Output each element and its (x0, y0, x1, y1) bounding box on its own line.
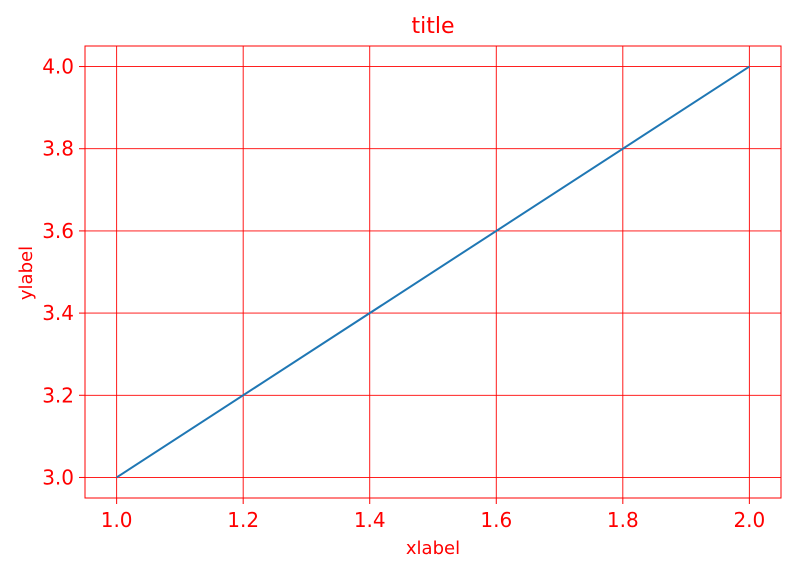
y-tick-label: 3.2 (42, 383, 74, 407)
y-axis-ticks: 3.0 3.2 3.4 3.6 3.8 4.0 (42, 55, 85, 489)
x-tick-label: 1.6 (480, 508, 512, 532)
y-tick-label: 4.0 (42, 55, 74, 79)
x-tick-label: 1.2 (227, 508, 259, 532)
y-tick-label: 3.4 (42, 301, 74, 325)
x-tick-label: 1.0 (101, 508, 133, 532)
plot-frame (84, 45, 782, 499)
x-axis-ticks: 1.0 1.2 1.4 1.6 1.8 2.0 (101, 498, 765, 532)
x-tick-label: 2.0 (733, 508, 765, 532)
grid-lines (85, 46, 781, 498)
x-tick-label: 1.8 (607, 508, 639, 532)
y-tick-label: 3.8 (42, 137, 74, 161)
y-axis-label: ylabel (16, 246, 37, 300)
series-line (116, 65, 750, 479)
chart-title: title (411, 14, 454, 39)
series-lines (116, 65, 750, 479)
y-tick-label: 3.6 (42, 219, 74, 243)
x-tick-label: 1.4 (354, 508, 386, 532)
x-axis-label: xlabel (406, 538, 460, 559)
y-tick-label: 3.0 (42, 465, 74, 489)
